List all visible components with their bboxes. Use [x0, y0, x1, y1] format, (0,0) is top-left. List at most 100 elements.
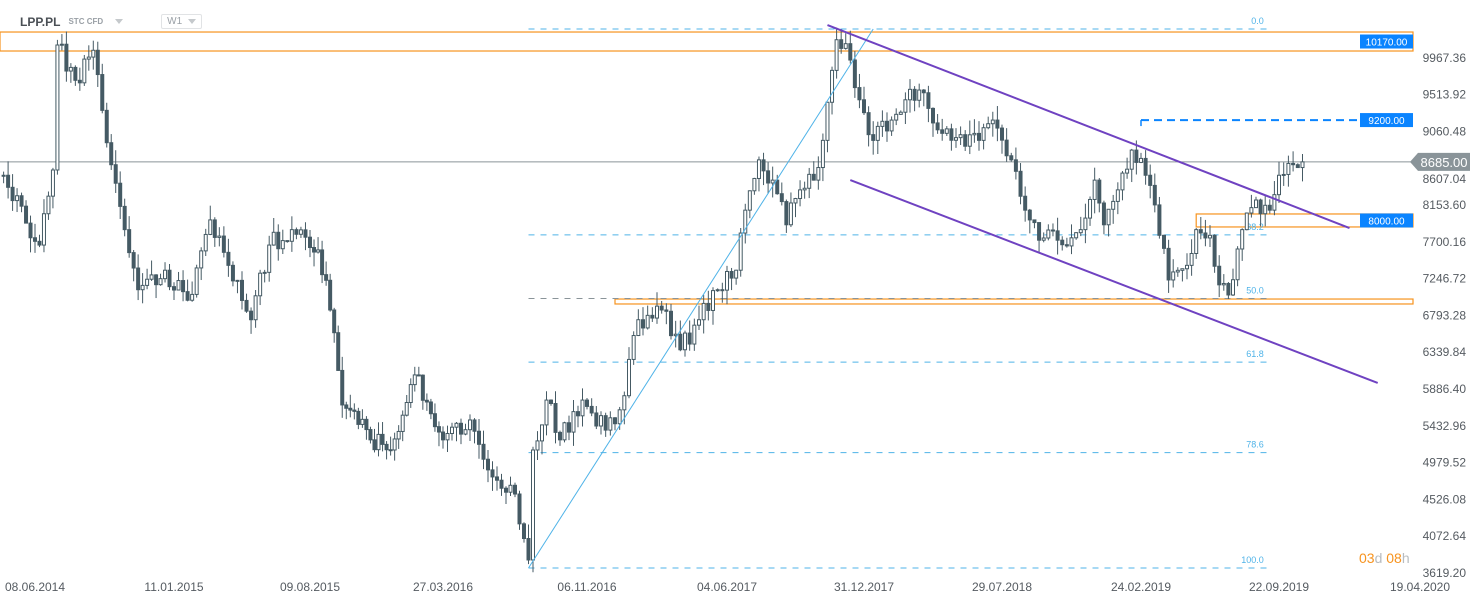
- support-resistance-zone: [0, 31, 1414, 52]
- candle-bearish: [477, 430, 481, 445]
- candle-bullish: [1125, 168, 1130, 174]
- candle-bullish: [1, 174, 6, 177]
- fib-level-label: 100.0: [1241, 555, 1264, 565]
- price-tag-label: 9200.00: [1368, 116, 1405, 127]
- candle-bearish: [372, 439, 377, 451]
- x-tick-label: 24.02.2019: [1111, 580, 1171, 594]
- y-tick-label: 8607.04: [1423, 172, 1467, 186]
- candle-bearish: [95, 49, 100, 76]
- trendline: [528, 28, 874, 569]
- candle-bullish: [816, 167, 821, 181]
- countdown-days: 03: [1359, 550, 1375, 566]
- candle-bullish: [271, 231, 276, 246]
- candle-bearish: [380, 433, 385, 445]
- candle-bearish: [348, 407, 353, 411]
- candle-bullish: [655, 305, 659, 319]
- candle-bullish: [1300, 161, 1305, 169]
- candle-bearish: [436, 426, 441, 433]
- candle-bullish: [743, 209, 748, 234]
- candle-countdown: 03d 08h: [1359, 550, 1410, 566]
- candle-bullish: [889, 119, 894, 132]
- instrument-type-label: STC CFD: [68, 17, 104, 26]
- zone-price-tag: 10170.00: [1360, 34, 1413, 49]
- candle-bearish: [352, 409, 357, 412]
- candle-bullish: [190, 293, 195, 301]
- candle-bearish: [1226, 282, 1231, 296]
- candle-bearish: [613, 417, 617, 425]
- candle-bearish: [424, 399, 429, 403]
- candle-bearish: [664, 309, 669, 312]
- candle-bullish: [59, 43, 64, 46]
- candle-bullish: [1074, 232, 1079, 239]
- candle-bullish: [158, 278, 163, 286]
- candle-bullish: [163, 269, 168, 280]
- y-tick-label: 5886.40: [1423, 382, 1467, 396]
- candle-bullish: [1240, 229, 1245, 250]
- candle-bullish: [820, 139, 825, 169]
- candle-bullish: [1175, 269, 1180, 273]
- candle-bearish: [113, 164, 118, 184]
- candle-bearish: [336, 332, 341, 371]
- candle-bearish: [585, 399, 589, 407]
- candle-bearish: [109, 142, 114, 166]
- candle-bullish: [140, 284, 145, 291]
- candle-bearish: [766, 170, 771, 184]
- candle-bullish: [267, 244, 272, 273]
- candle-bullish: [908, 88, 912, 101]
- candle-bearish: [526, 538, 531, 561]
- candle-bullish: [50, 169, 55, 197]
- candle-bearish: [594, 412, 599, 427]
- candle-bullish: [645, 314, 650, 329]
- candle-bullish: [408, 384, 413, 404]
- candle-bullish: [1115, 189, 1120, 202]
- candle-bearish: [641, 319, 645, 329]
- candle-bullish: [145, 278, 150, 286]
- candle-bullish: [802, 187, 807, 191]
- candle-bullish: [82, 58, 87, 84]
- candle-bullish: [636, 319, 641, 337]
- candle-bearish: [1134, 149, 1139, 163]
- candle-bearish: [1013, 159, 1018, 172]
- price-tag-label: 8000.00: [1368, 216, 1405, 227]
- candle-bearish: [706, 302, 711, 311]
- timeframe-dropdown[interactable]: W1: [161, 14, 203, 29]
- candle-bullish: [599, 415, 603, 427]
- candle-bearish: [33, 237, 37, 242]
- candle-bullish: [972, 132, 977, 136]
- instrument-dropdown-chevron-icon[interactable]: [115, 19, 124, 24]
- candle-bullish: [258, 272, 263, 297]
- candle-bullish: [898, 111, 903, 115]
- fib-level-label: 38.2: [1246, 222, 1264, 232]
- candle-bearish: [1009, 155, 1014, 161]
- candle-bullish: [1111, 200, 1116, 210]
- candle-bullish: [756, 159, 761, 179]
- candle-bullish: [738, 232, 743, 271]
- candle-bullish: [1208, 234, 1212, 239]
- y-tick-label: 4072.64: [1423, 529, 1467, 543]
- candle-bearish: [481, 443, 486, 460]
- candle-bearish: [28, 222, 33, 239]
- candle-bullish: [990, 119, 995, 125]
- candle-bullish: [571, 411, 576, 433]
- candle-bullish: [316, 249, 321, 253]
- candle-bearish: [73, 66, 78, 81]
- candle-bullish: [1272, 194, 1277, 211]
- countdown-days-unit: d: [1374, 550, 1383, 566]
- candle-bearish: [603, 415, 608, 431]
- candle-bearish: [167, 269, 172, 288]
- candle-bearish: [490, 469, 495, 478]
- channel-upper-line: [827, 24, 1350, 229]
- candle-bullish: [454, 422, 459, 428]
- candle-bullish: [55, 44, 60, 171]
- candle-bearish: [940, 129, 945, 134]
- instrument-header: LPP.PL STC CFD W1: [20, 14, 203, 29]
- candle-bearish: [1157, 204, 1162, 236]
- y-tick-label: 6793.28: [1423, 308, 1467, 322]
- y-tick-label: 3619.20: [1423, 566, 1467, 580]
- candle-bullish: [752, 177, 757, 192]
- candle-bullish: [15, 195, 20, 202]
- candle-bearish: [1212, 234, 1217, 267]
- candle-bearish: [857, 87, 862, 101]
- candle-bullish: [360, 418, 365, 425]
